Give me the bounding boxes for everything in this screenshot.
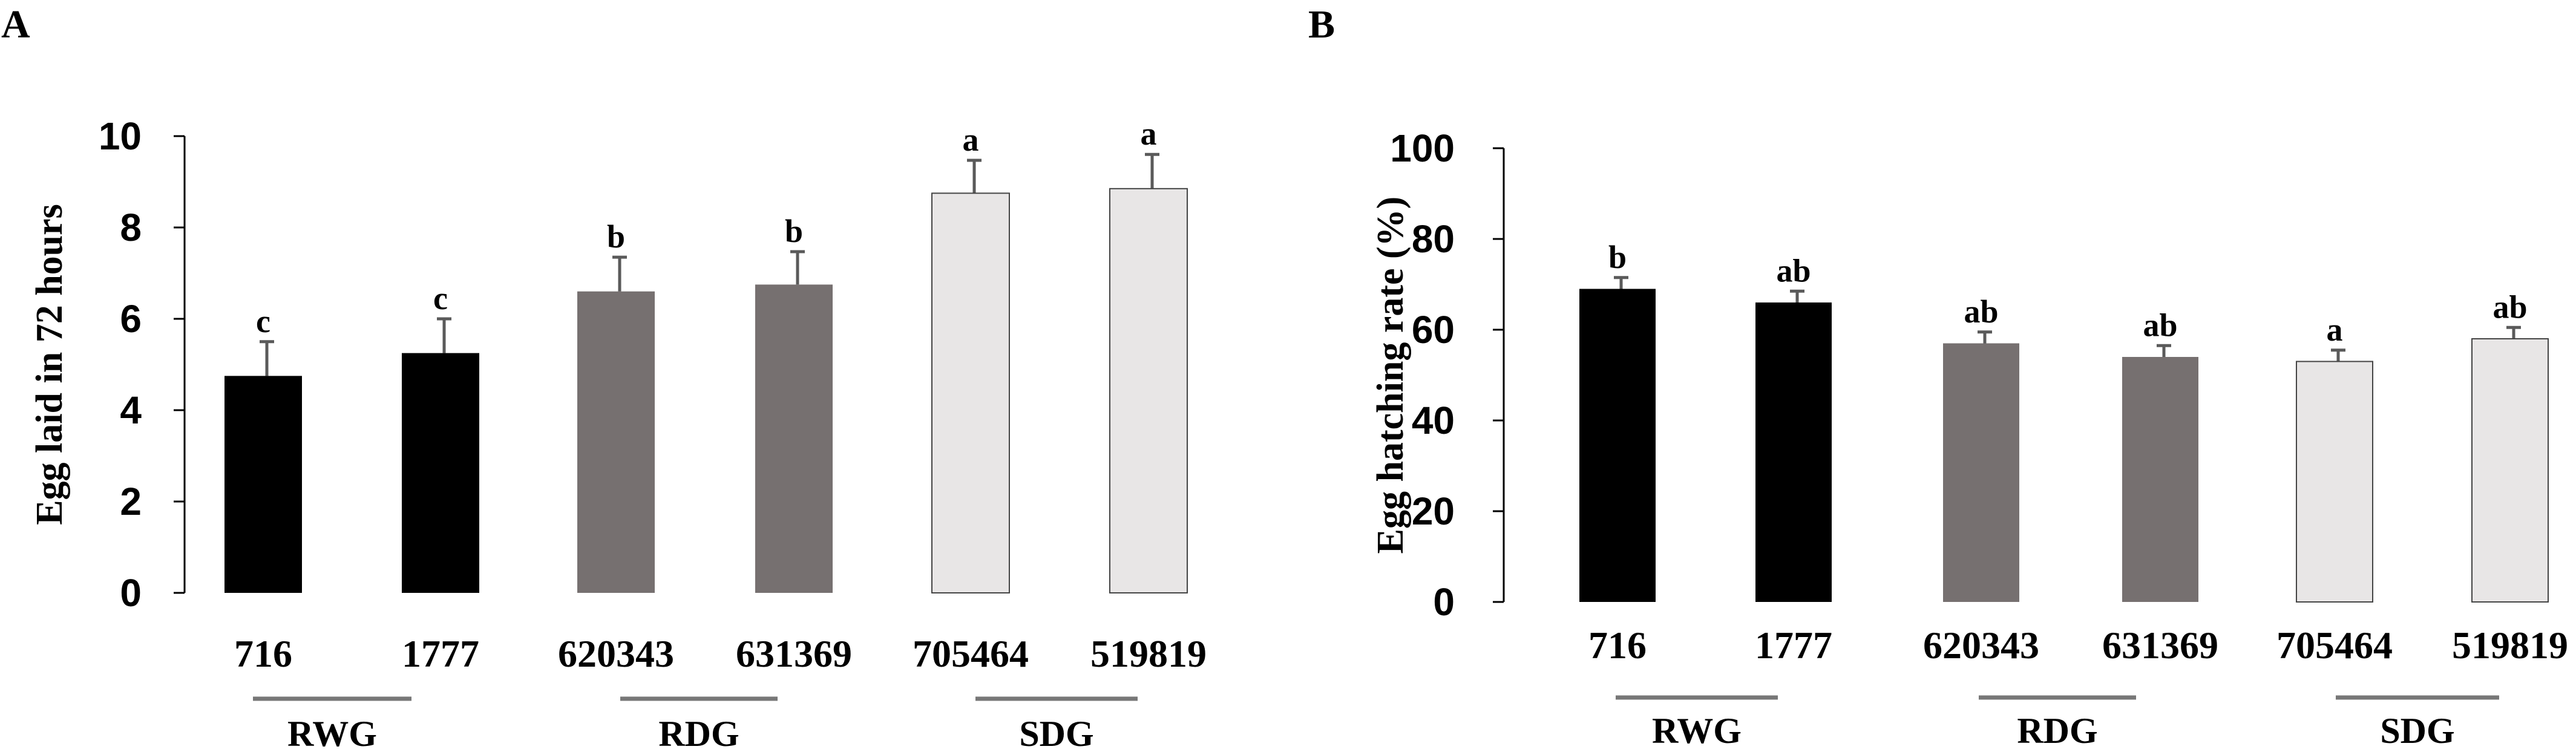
panel-a-bar-705464 <box>931 192 1010 593</box>
panel-a-bar-519819 <box>1109 188 1188 593</box>
panel-a-y-axis-title: Egg laid in 72 hours <box>29 204 70 525</box>
panel-b-category-label-716: 716 <box>1588 624 1647 667</box>
panel-a-y-tick-label: 10 <box>99 114 142 158</box>
panel-b-bar-716 <box>1579 289 1656 602</box>
panel-b-significance-1777: ab <box>1776 252 1811 289</box>
panel-a-group-label-rwg: RWG <box>287 714 377 754</box>
panel-b-group-label-rdg: RDG <box>2017 711 2097 751</box>
panel-b-bar-705464 <box>2296 361 2373 603</box>
panel-a-bar-631369 <box>755 284 833 593</box>
panel-b-group-label-rwg: RWG <box>1652 711 1742 751</box>
panel-a: A 0 2 4 6 8 10 Egg laid in 72 hours c 716 c 1777 b 6… <box>1 2 1207 754</box>
panel-a-category-label-716: 716 <box>234 632 292 675</box>
panel-b-bar-1777 <box>1755 302 1832 602</box>
panel-a-bar-620343 <box>577 291 655 593</box>
panel-a-significance-716: c <box>256 303 270 339</box>
panel-b-category-label-631369: 631369 <box>2102 624 2218 667</box>
panel-a-y-tick-label: 6 <box>120 297 142 341</box>
panel-a-significance-705464: a <box>963 122 979 158</box>
panel-b-y-tick-label: 80 <box>1412 217 1455 261</box>
panel-a-significance-620343: b <box>607 218 625 255</box>
panel-b-significance-705464: a <box>2327 312 2343 348</box>
panel-b-bar-631369 <box>2122 357 2198 602</box>
panel-a-significance-631369: b <box>785 213 803 249</box>
panel-a-category-label-1777: 1777 <box>402 632 479 675</box>
panel-b-y-tick-label: 60 <box>1412 308 1455 351</box>
panel-a-group-label-sdg: SDG <box>1019 714 1093 754</box>
panel-a-y-tick-label: 2 <box>120 480 142 523</box>
panel-a-group-label-rdg: RDG <box>658 714 739 754</box>
panel-b-y-tick-label: 100 <box>1390 126 1455 170</box>
panel-a-bar-1777 <box>402 353 479 593</box>
panel-a-category-label-620343: 620343 <box>558 632 674 675</box>
panel-b: B 0 20 40 60 80 100 Egg hatching rate (%) b 716 a… <box>1308 2 2568 751</box>
panel-a-significance-519819: a <box>1141 116 1157 152</box>
panel-b-category-label-519819: 519819 <box>2452 624 2568 667</box>
panel-b-category-label-705464: 705464 <box>2276 624 2393 667</box>
panel-b-y-tick-label: 0 <box>1433 580 1455 624</box>
panel-a-category-label-705464: 705464 <box>913 632 1029 675</box>
panel-b-y-tick-label: 40 <box>1412 399 1455 442</box>
panel-a-bar-716 <box>224 376 302 593</box>
panel-b-y-axis-title: Egg hatching rate (%) <box>1370 197 1411 554</box>
panel-a-category-label-519819: 519819 <box>1090 632 1207 675</box>
panel-b-significance-716: b <box>1608 239 1627 275</box>
panel-b-significance-519819: ab <box>2492 289 2527 325</box>
panel-a-significance-1777: c <box>433 280 448 316</box>
panel-a-y-tick-label: 0 <box>120 571 142 615</box>
panel-b-y-tick-label: 20 <box>1412 489 1455 533</box>
panel-a-letter: A <box>1 2 30 47</box>
panel-b-significance-620343: ab <box>1964 293 1998 330</box>
panel-b-bar-519819 <box>2471 338 2549 603</box>
panel-a-y-tick-label: 8 <box>120 206 142 249</box>
panel-a-y-tick-label: 4 <box>120 388 142 432</box>
panel-a-category-label-631369: 631369 <box>736 632 852 675</box>
panel-b-group-label-sdg: SDG <box>2380 711 2454 751</box>
panel-b-letter: B <box>1308 2 1335 47</box>
panel-b-significance-631369: ab <box>2143 307 2177 343</box>
panel-b-bar-620343 <box>1943 343 2019 602</box>
panel-b-category-label-1777: 1777 <box>1755 624 1832 667</box>
panel-b-category-label-620343: 620343 <box>1923 624 2039 667</box>
